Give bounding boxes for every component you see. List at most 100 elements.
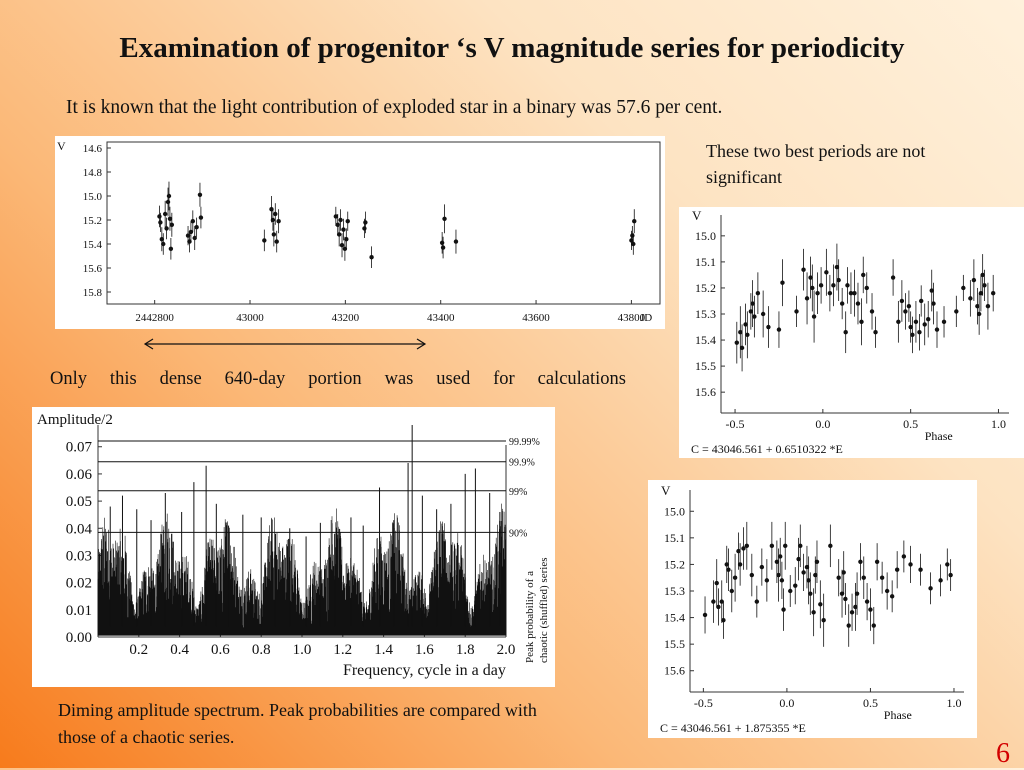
data-point: [848, 290, 854, 296]
data-point: [908, 562, 913, 567]
data-point: [861, 575, 866, 580]
data-point: [632, 219, 637, 224]
x-tick-label: 0.5: [863, 696, 878, 710]
data-point: [890, 275, 896, 280]
y-tick-label: 15.5: [695, 359, 716, 373]
data-point: [336, 232, 342, 237]
y-tick-label: 0.01: [66, 603, 92, 619]
data-point: [818, 283, 824, 288]
x-tick-label: 1.0: [946, 696, 961, 710]
data-point: [739, 345, 745, 351]
x-axis-label: Frequency, cycle in a day: [343, 662, 506, 679]
data-point: [978, 290, 984, 296]
y-tick-label: 0.00: [66, 630, 92, 646]
y-tick-label: 15.2: [695, 281, 716, 295]
data-point: [864, 285, 869, 291]
data-point: [839, 301, 845, 306]
data-point: [165, 199, 171, 205]
slide-subtitle: It is known that the light contribution …: [66, 97, 723, 118]
x-tick-label: 1.0: [991, 417, 1006, 431]
data-point: [166, 193, 172, 199]
y-tick-label: 0.02: [66, 576, 92, 592]
data-point: [853, 604, 858, 610]
y-axis-label: Amplitude/2: [37, 412, 113, 428]
data-point: [852, 290, 857, 296]
data-point: [764, 578, 770, 583]
y-tick-label: 15.3: [695, 307, 716, 321]
y-tick-label: 15.0: [695, 229, 716, 243]
data-point: [440, 245, 446, 250]
data-point: [855, 301, 861, 306]
data-point: [884, 588, 890, 594]
data-point: [808, 591, 813, 596]
data-point: [369, 255, 374, 260]
data-point: [776, 572, 781, 578]
data-point: [980, 272, 985, 278]
data-point: [738, 330, 743, 335]
data-point: [198, 215, 204, 220]
data-point: [982, 283, 987, 288]
data-point: [162, 211, 168, 217]
data-point: [788, 588, 793, 594]
data-point: [846, 623, 851, 628]
data-point: [781, 607, 786, 612]
x-tick-label: 0.0: [779, 696, 794, 710]
data-point: [714, 580, 719, 586]
data-point: [442, 216, 447, 221]
data-point: [873, 330, 878, 335]
data-point: [333, 214, 339, 219]
data-point: [169, 222, 175, 227]
data-point: [778, 554, 783, 559]
data-point: [719, 599, 724, 604]
right-axis-label: chaotic (shuffled) series: [538, 558, 550, 663]
data-point: [453, 239, 459, 244]
data-point: [192, 235, 197, 241]
data-point: [990, 290, 996, 296]
data-point: [899, 298, 905, 304]
data-point: [954, 309, 959, 314]
y-tick-label: 15.5: [664, 637, 685, 651]
data-point: [828, 543, 833, 549]
data-point: [161, 241, 166, 247]
data-point: [810, 285, 815, 291]
data-point: [836, 575, 841, 580]
data-point: [894, 567, 900, 572]
data-point: [760, 311, 766, 317]
data-point: [732, 575, 738, 580]
data-point: [869, 309, 875, 314]
data-point: [793, 583, 798, 588]
data-point: [734, 340, 740, 345]
data-point: [769, 543, 775, 549]
data-point: [754, 599, 760, 604]
data-point: [801, 570, 806, 575]
y-tick-label: 0.04: [66, 521, 93, 537]
data-point: [843, 330, 848, 335]
data-point: [929, 288, 934, 293]
data-point: [934, 327, 940, 332]
data-point: [839, 591, 845, 596]
data-point: [726, 567, 731, 572]
data-point: [794, 309, 799, 314]
data-point: [901, 554, 907, 559]
data-point: [631, 241, 636, 247]
phase-fold-chart-1: 15.0 15.1 15.2 15.3 15.4 15.5 15.6 -0.5 0.0 0.5 1.…: [679, 207, 1024, 458]
data-point: [339, 243, 345, 248]
data-point: [861, 272, 866, 278]
phase-fold-chart-2: 15.0 15.1 15.2 15.3 15.4 15.5 15.6 -0.5 0.0 0.5 1.…: [648, 480, 977, 738]
y-tick-label: 15.6: [664, 664, 685, 678]
x-tick-label: 43200: [332, 312, 360, 324]
data-point: [928, 586, 933, 591]
data-point: [344, 237, 349, 242]
significance-level-label: 99%: [509, 487, 527, 498]
data-point: [167, 216, 173, 221]
data-point: [341, 227, 346, 232]
data-point: [948, 572, 953, 578]
data-point: [815, 290, 820, 296]
data-point: [945, 562, 950, 567]
x-tick-label: 0.4: [170, 642, 189, 658]
data-point: [271, 232, 277, 237]
data-point: [362, 226, 367, 231]
data-point: [858, 559, 863, 564]
data-point: [749, 572, 755, 578]
significance-note: These two best periods are not significa…: [706, 141, 926, 187]
